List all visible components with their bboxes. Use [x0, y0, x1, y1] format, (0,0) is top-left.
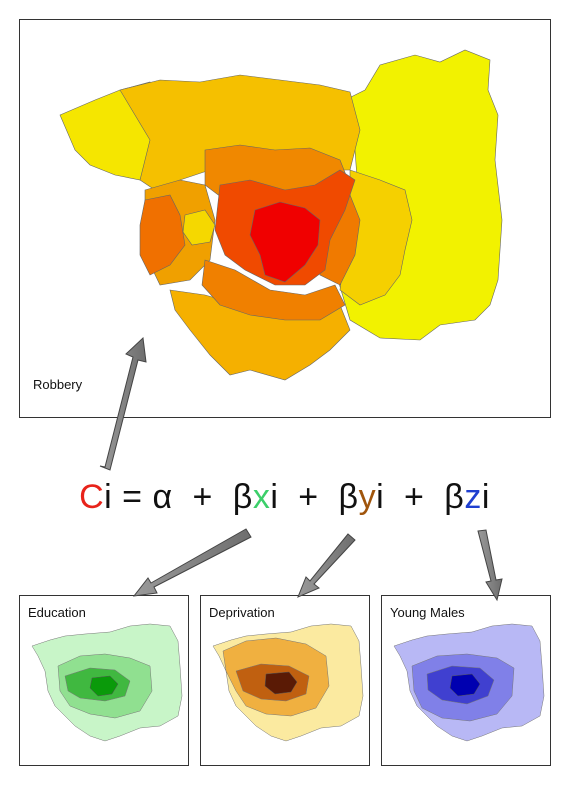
- eq-z-letter: z: [464, 478, 482, 516]
- edu-core: [89, 675, 119, 697]
- young-males-label: Young Males: [390, 605, 465, 620]
- eq-c-letter: C: [79, 478, 105, 516]
- eq-y-sub: i: [376, 478, 385, 516]
- education-map: [31, 623, 183, 742]
- ym-core: [449, 673, 481, 697]
- young-males-map: [393, 623, 545, 742]
- dep-core: [264, 671, 298, 695]
- eq-plus-3: +: [384, 478, 445, 516]
- arrow-to-deprivation-icon: [297, 533, 356, 598]
- region-centre-small: [182, 209, 216, 246]
- eq-x-letter: x: [252, 478, 271, 516]
- eq-beta-2: β: [338, 478, 359, 516]
- eq-alpha: α: [152, 478, 173, 516]
- eq-beta-1: β: [232, 478, 253, 516]
- eq-y-letter: y: [358, 478, 377, 516]
- region-inner-south: [201, 259, 346, 321]
- robbery-map: [59, 49, 503, 381]
- deprivation-map: [212, 623, 364, 742]
- eq-c-sub: i: [104, 478, 113, 516]
- region-city-centre: [249, 201, 321, 283]
- young-males-map-panel: Young Males: [381, 595, 551, 766]
- education-label: Education: [28, 605, 86, 620]
- eq-plus-2: +: [278, 478, 339, 516]
- arrow-to-young-males-icon: [477, 529, 503, 602]
- eq-plus-1: +: [172, 478, 233, 516]
- education-map-panel: Education: [19, 595, 189, 766]
- deprivation-label: Deprivation: [209, 605, 275, 620]
- eq-z-sub: i: [481, 478, 490, 516]
- eq-beta-3: β: [444, 478, 465, 516]
- regression-equation: Ci = α + βxi + βyi + βzi: [0, 478, 569, 517]
- region-inner-west: [139, 194, 186, 276]
- eq-equals: =: [112, 478, 153, 516]
- arrow-up-icon: [99, 336, 147, 471]
- eq-x-sub: i: [270, 478, 279, 516]
- robbery-map-panel: Robbery: [19, 19, 551, 418]
- robbery-label: Robbery: [33, 377, 83, 392]
- arrow-to-education-icon: [132, 528, 252, 597]
- deprivation-map-panel: Deprivation: [200, 595, 370, 766]
